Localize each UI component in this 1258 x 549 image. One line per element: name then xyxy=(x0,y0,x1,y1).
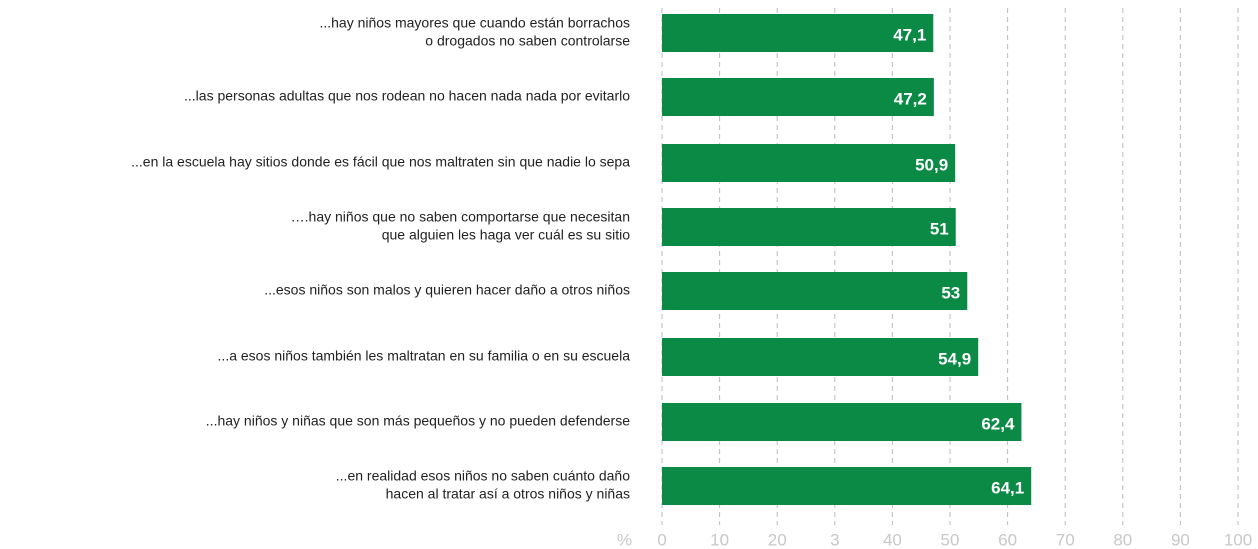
x-tick-label: 0 xyxy=(657,530,666,549)
x-tick-label: 50 xyxy=(941,530,960,549)
category-label: ...a esos niños también les maltratan en… xyxy=(218,348,631,364)
bar xyxy=(662,208,956,246)
bar xyxy=(662,467,1032,505)
x-tick-label: 70 xyxy=(1056,530,1075,549)
x-tick-label: 100 xyxy=(1224,530,1252,549)
category-label: ...las personas adultas que nos rodean n… xyxy=(184,88,630,104)
x-tick-label: 10 xyxy=(710,530,729,549)
value-label: 51 xyxy=(930,219,949,238)
bar xyxy=(662,403,1022,441)
category-label: o drogados no saben controlarse xyxy=(425,33,630,49)
value-label: 50,9 xyxy=(915,155,948,174)
bar xyxy=(662,272,968,310)
bar xyxy=(662,144,956,182)
x-tick-label: 90 xyxy=(1171,530,1190,549)
value-label: 47,1 xyxy=(893,25,926,44)
category-label: ...esos niños son malos y quieren hacer … xyxy=(264,282,630,298)
value-label: 54,9 xyxy=(938,349,971,368)
bar xyxy=(662,78,934,116)
bar xyxy=(662,338,979,376)
x-tick-label: 20 xyxy=(768,530,787,549)
value-label: 53 xyxy=(941,283,960,302)
category-label: ...en la escuela hay sitios donde es fác… xyxy=(131,154,630,170)
x-axis-label: % xyxy=(617,530,632,549)
x-tick-label: 60 xyxy=(998,530,1017,549)
x-tick-label: 3 xyxy=(830,530,839,549)
category-label: ….hay niños que no saben comportarse que… xyxy=(291,209,630,225)
x-tick-label: 80 xyxy=(1113,530,1132,549)
x-tick-label: 40 xyxy=(883,530,902,549)
value-label: 62,4 xyxy=(981,414,1015,433)
category-label: hacen al tratar así a otros niños y niña… xyxy=(386,486,630,502)
value-label: 47,2 xyxy=(894,89,927,108)
category-label: ...hay niños y niñas que son más pequeño… xyxy=(206,413,630,429)
category-label: ...hay niños mayores que cuando están bo… xyxy=(319,15,630,31)
bar xyxy=(662,14,934,52)
category-label: ...en realidad esos niños no saben cuánt… xyxy=(336,468,630,484)
category-label: que alguien les haga ver cuál es su siti… xyxy=(382,227,630,243)
value-label: 64,1 xyxy=(991,478,1024,497)
